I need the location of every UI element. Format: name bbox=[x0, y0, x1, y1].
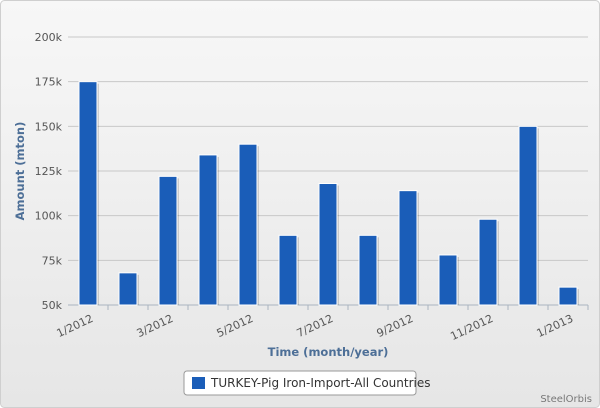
bar bbox=[78, 81, 98, 306]
y-tick-label: 75k bbox=[42, 254, 63, 267]
bar bbox=[318, 183, 338, 306]
legend-box bbox=[183, 370, 417, 396]
legend-label[interactable]: TURKEY-Pig Iron-Import-All Countries bbox=[210, 376, 431, 390]
bar bbox=[118, 272, 138, 306]
bars bbox=[78, 81, 579, 306]
y-tick-label: 175k bbox=[35, 76, 63, 89]
bar bbox=[158, 175, 178, 306]
bar bbox=[198, 154, 218, 306]
credit[interactable]: SteelOrbis bbox=[540, 394, 592, 405]
y-axis-title: Amount (mton) bbox=[13, 122, 27, 221]
y-tick-label: 100k bbox=[35, 210, 63, 223]
y-tick-label: 200k bbox=[35, 31, 63, 44]
legend-swatch bbox=[192, 377, 205, 389]
bar bbox=[278, 234, 298, 306]
bar bbox=[558, 286, 578, 306]
bar bbox=[478, 218, 498, 306]
bar bbox=[358, 234, 378, 306]
bar bbox=[518, 125, 538, 306]
legend: TURKEY-Pig Iron-Import-All Countries bbox=[183, 370, 431, 396]
bar bbox=[438, 254, 458, 306]
y-tick-label: 125k bbox=[35, 165, 63, 178]
y-tick-label: 150k bbox=[35, 120, 63, 133]
y-tick-label: 50k bbox=[42, 299, 63, 312]
bar bbox=[238, 143, 258, 306]
x-axis-title: Time (month/year) bbox=[268, 345, 389, 359]
bar bbox=[398, 190, 418, 306]
